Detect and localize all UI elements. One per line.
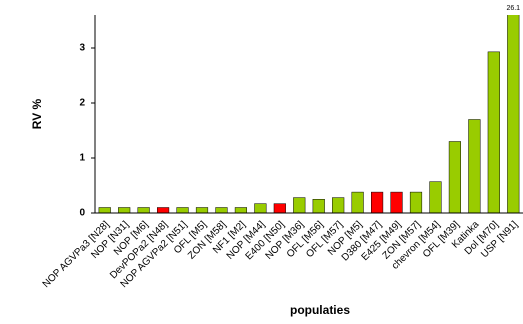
bar <box>195 207 209 214</box>
bar <box>332 197 345 214</box>
bar <box>468 119 481 214</box>
bars <box>98 15 520 214</box>
y-tick-label: 0 <box>79 208 85 219</box>
bar <box>273 203 286 214</box>
bar <box>215 207 228 214</box>
bar <box>234 207 247 214</box>
bar <box>371 191 384 214</box>
bar <box>137 207 150 214</box>
bar <box>98 207 111 214</box>
x-axis-title: populaties <box>290 303 350 317</box>
bar <box>351 191 364 214</box>
y-tick-label: 1 <box>79 153 85 164</box>
bar <box>487 51 500 214</box>
y-tick-label: 2 <box>79 98 85 109</box>
bar <box>312 199 325 214</box>
bar <box>390 191 403 214</box>
bar <box>254 203 267 214</box>
bar <box>157 207 170 214</box>
bar <box>507 15 520 214</box>
bar <box>448 141 461 214</box>
y-tick-label: 3 <box>79 43 85 54</box>
bar <box>118 207 131 214</box>
value-label: 26.1 <box>506 5 520 12</box>
y-axis-title: RV % <box>30 98 44 129</box>
bar <box>176 207 189 214</box>
bar <box>293 197 306 214</box>
bar <box>409 191 423 214</box>
bar <box>429 181 442 214</box>
